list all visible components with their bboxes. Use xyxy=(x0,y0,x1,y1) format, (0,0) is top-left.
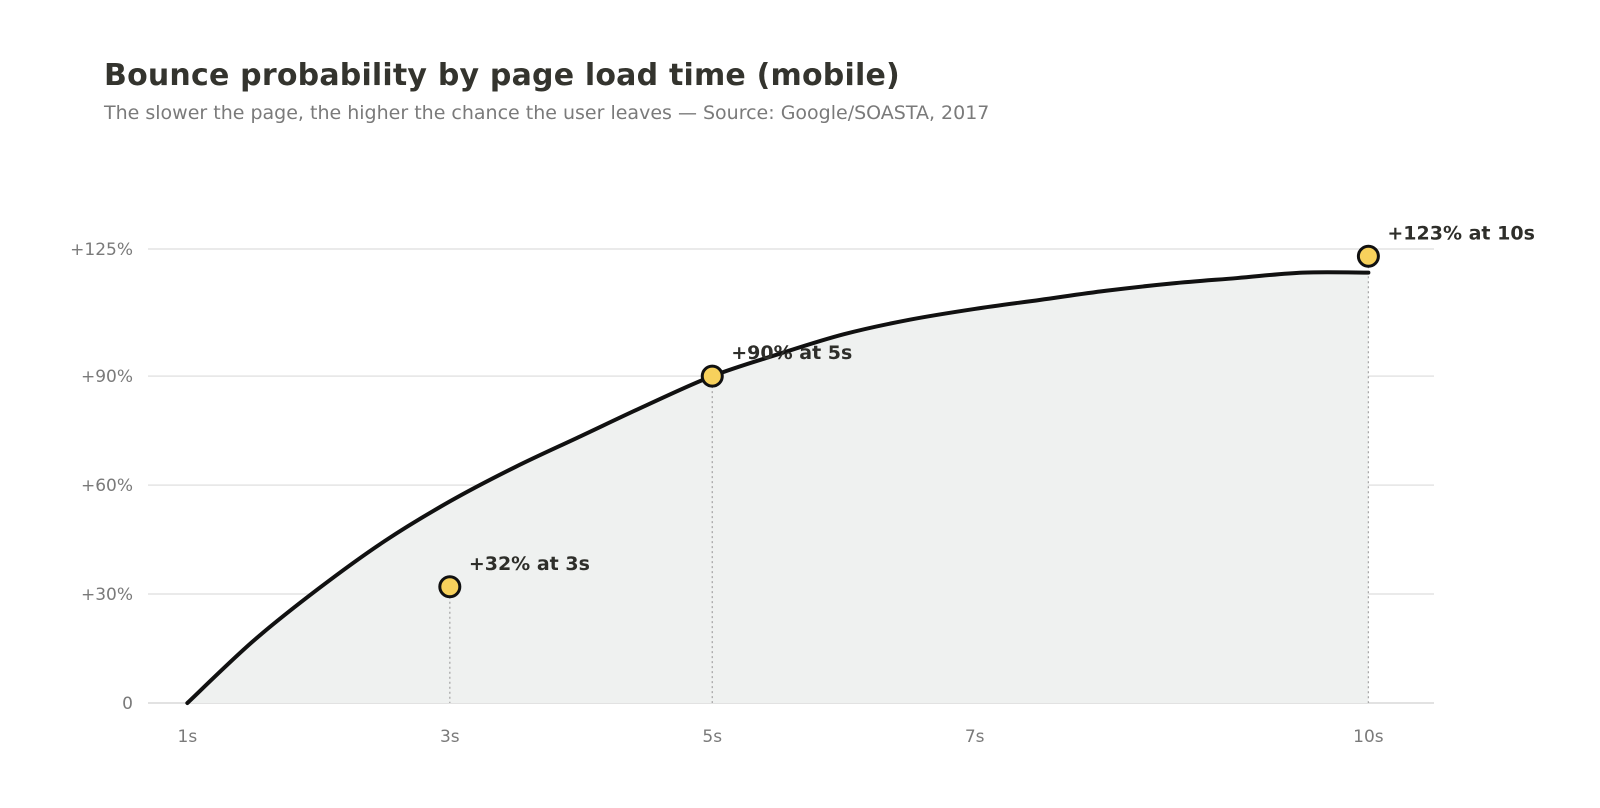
highlight-marker xyxy=(700,364,724,388)
line-layer xyxy=(185,270,1371,705)
label-layer: 0 +30% +60% +90% +125% 1s 3s 5s 7s 10s +32% at 3s +… xyxy=(70,222,1535,747)
area-layer xyxy=(187,272,1369,703)
y-tick-label: +125% xyxy=(70,240,133,260)
x-tick-label: 10s xyxy=(1353,727,1384,747)
y-tick-label: +30% xyxy=(81,585,133,605)
highlight-label: +32% at 3s xyxy=(469,553,590,575)
marker-layer xyxy=(438,244,1380,599)
x-tick-label: 7s xyxy=(965,727,985,747)
highlight-label: +90% at 5s xyxy=(731,342,852,364)
x-tick-label: 5s xyxy=(702,727,722,747)
x-tick-label: 1s xyxy=(178,727,198,747)
highlight-marker xyxy=(1356,244,1380,268)
y-tick-label: 0 xyxy=(122,694,133,714)
curve-line xyxy=(185,270,1371,705)
y-tick-label: +60% xyxy=(81,476,133,496)
y-tick-label: +90% xyxy=(81,367,133,387)
chart-title: Bounce probability by page load time (mo… xyxy=(104,58,900,93)
area-fill xyxy=(187,272,1369,703)
guide-layer xyxy=(449,256,1370,703)
x-tick-label: 3s xyxy=(440,727,460,747)
highlight-marker xyxy=(438,575,462,599)
chart-subtitle: The slower the page, the higher the chan… xyxy=(104,102,990,124)
highlight-label: +123% at 10s xyxy=(1387,222,1535,244)
